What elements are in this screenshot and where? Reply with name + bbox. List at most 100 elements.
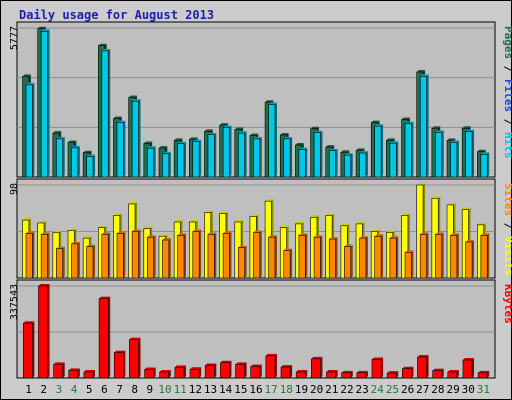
bar-kbytes-26 [402,366,414,379]
x-tick-label: 3 [56,383,63,396]
bar-kbytes-9 [144,367,156,379]
legend-entry: / [502,59,512,79]
bar-sites-31 [480,233,490,279]
x-tick-label: 11 [174,383,187,396]
bar-sites-13 [207,232,217,279]
bar-sites-20 [313,235,323,279]
legend-entry: Files [502,79,512,112]
bar-sites-19 [298,233,308,279]
bar-hits-23 [359,151,368,178]
bar-sites-6 [101,232,111,279]
x-tick-label: 28 [431,383,444,396]
bar-sites-18 [283,248,293,279]
bar-hits-30 [465,129,475,178]
bar-hits-29 [450,140,459,178]
bar-kbytes-25 [386,371,399,379]
bar-hits-10 [162,151,171,178]
bar-hits-31 [480,152,490,178]
kbytes-panel [16,279,496,379]
x-tick-label: 20 [310,383,323,396]
bar-sites-25 [389,236,399,279]
bar-kbytes-14 [220,360,232,379]
x-tick-label: 14 [219,383,233,396]
bar-hits-26 [404,121,414,178]
bar-kbytes-8 [129,337,141,379]
legend-entry: Sites [502,183,512,216]
x-tick-label: 2 [40,383,47,396]
bar-sites-8 [131,229,141,279]
bar-hits-6 [101,48,111,178]
bar-hits-20 [313,130,323,178]
y-max-label: 98 [9,183,20,195]
x-tick-label: 6 [101,383,108,396]
bar-kbytes-16 [250,364,262,379]
x-tick-label: 24 [371,383,385,396]
bar-sites-11 [177,233,186,279]
bar-sites-22 [344,244,353,279]
legend-label: Pages / Files / Hits [502,26,512,159]
bar-sites-14 [222,231,232,279]
bar-sites-24 [374,234,384,279]
bar-hits-18 [283,136,293,178]
legend-label: Sites / Visits [502,183,512,276]
bar-hits-19 [298,147,308,178]
bar-sites-16 [253,230,262,279]
bar-kbytes-30 [462,358,475,379]
x-tick-label: 27 [416,383,429,396]
legend-entry: KBytes [502,284,512,324]
bar-hits-15 [237,131,247,178]
bar-kbytes-21 [326,370,338,379]
bar-sites-4 [71,241,80,279]
bar-sites-10 [162,238,171,279]
bar-hits-24 [374,124,384,178]
x-tick-label: 17 [265,383,278,396]
bar-kbytes-19 [295,370,308,379]
x-tick-label: 8 [131,383,138,396]
bar-sites-27 [419,232,429,279]
bar-hits-28 [435,130,444,178]
x-tick-label: 16 [249,383,262,396]
bar-sites-15 [237,245,247,279]
x-tick-label: 23 [356,383,369,396]
x-tick-label: 18 [280,383,293,396]
x-tick-label: 1 [25,383,32,396]
bar-sites-29 [450,233,459,279]
bar-hits-1 [25,82,35,178]
bar-hits-17 [268,102,277,178]
bar-hits-4 [71,145,80,178]
bar-kbytes-15 [235,362,247,379]
bar-kbytes-29 [447,370,459,379]
x-tick-label: 30 [462,383,475,396]
x-tick-label: 15 [234,383,247,396]
bar-kbytes-17 [265,353,277,379]
bar-kbytes-20 [311,356,323,379]
bar-hits-11 [177,141,186,178]
bar-hits-14 [222,125,232,178]
bar-kbytes-3 [53,362,65,379]
x-tick-label: 13 [204,383,217,396]
x-tick-label: 4 [71,383,78,396]
bar-kbytes-31 [477,370,490,379]
bar-sites-5 [86,244,96,279]
bar-kbytes-4 [68,368,80,379]
x-tick-label: 9 [147,383,154,396]
bar-kbytes-5 [83,370,96,379]
bar-sites-17 [268,235,277,279]
bar-hits-3 [56,136,65,178]
legend-label: KBytes [502,284,512,324]
bar-hits-22 [344,153,353,178]
y-max-label: 337543 [9,284,20,320]
bar-kbytes-27 [417,355,429,379]
bar-kbytes-23 [356,370,368,379]
bar-sites-7 [116,231,126,279]
bar-kbytes-10 [159,370,171,379]
bar-sites-26 [404,250,414,279]
bar-kbytes-12 [189,367,202,379]
legend-entry: Pages [502,26,512,59]
x-tick-label: 29 [446,383,459,396]
bar-hits-8 [131,99,141,178]
bar-hits-27 [419,74,429,178]
bar-hits-7 [116,120,126,178]
bar-hits-25 [389,141,399,178]
